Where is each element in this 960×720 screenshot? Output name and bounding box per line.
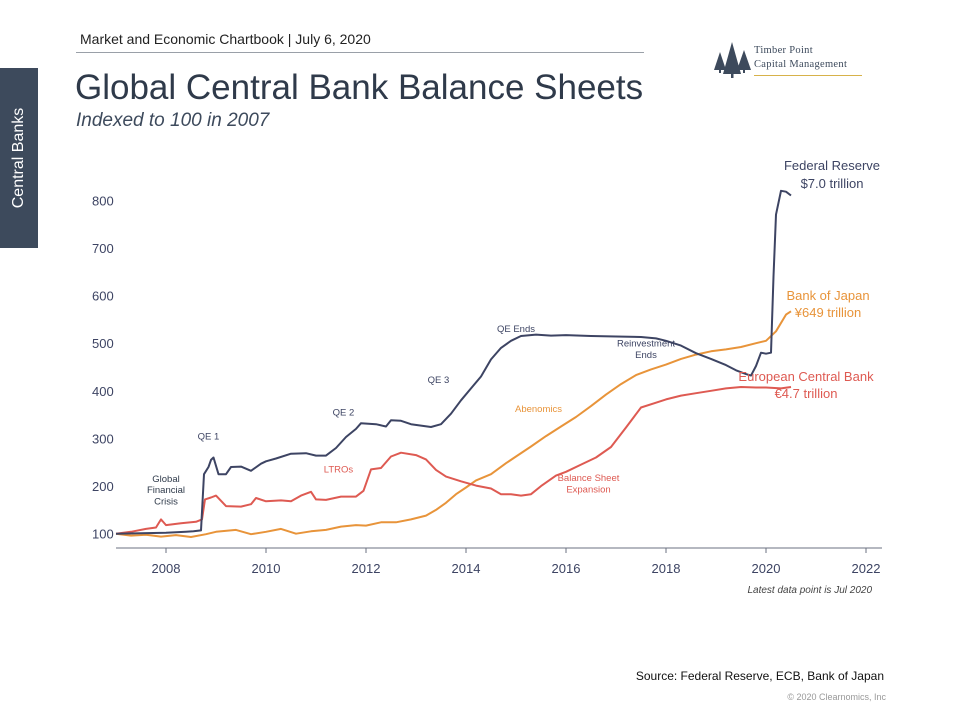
x-tick-label: 2020 [752, 561, 781, 576]
company-logo: Timber Point Capital Management [712, 40, 862, 80]
y-tick-label: 100 [92, 527, 114, 542]
chartbook-header: Market and Economic Chartbook | July 6, … [80, 31, 371, 47]
logo-text: Timber Point Capital Management [754, 44, 864, 72]
header-divider [76, 52, 644, 53]
logo-line-1: Timber Point [754, 45, 813, 56]
series-line-ecb [115, 386, 792, 535]
side-tab: Central Banks [0, 68, 38, 248]
balance-sheet-chart: 100 200 300 400 500 600 700 800 2008 2010 2012 2014… [92, 158, 882, 596]
chart-annotation: Balance Sheet [558, 473, 620, 484]
y-tick-label: 500 [92, 336, 114, 351]
logo-underline [754, 75, 862, 76]
page-title: Global Central Bank Balance Sheets [75, 68, 644, 107]
series-line-boj [115, 310, 792, 538]
copyright-note: © 2020 Clearnomics, Inc [787, 692, 886, 702]
x-tick-label: 2014 [452, 561, 481, 576]
chart-annotation: QE 3 [428, 375, 450, 386]
chart-annotation: Ends [635, 350, 657, 361]
series-value-boj: ¥649 trillion [794, 305, 862, 320]
x-tick-label: 2018 [652, 561, 681, 576]
y-tick-label: 800 [92, 193, 114, 208]
source-note: Source: Federal Reserve, ECB, Bank of Ja… [635, 669, 884, 683]
series-value-ecb: €4.7 trillion [775, 386, 838, 401]
chart-annotation: Financial [147, 485, 185, 496]
logo-line-2: Capital Management [754, 59, 848, 70]
chart-annotation: QE 2 [333, 408, 355, 419]
x-tick-label: 2010 [252, 561, 281, 576]
x-tick-label: 2012 [352, 561, 381, 576]
chart-annotation: Global [152, 474, 179, 485]
y-tick-label: 400 [92, 384, 114, 399]
chart-annotation: Reinvestment [617, 339, 675, 350]
series-label-boj: Bank of Japan [786, 288, 869, 303]
series-line-fed [115, 189, 792, 535]
chart-annotation: Crisis [154, 497, 178, 508]
chart-annotation: QE 1 [198, 431, 220, 442]
chart-annotation: Expansion [566, 484, 610, 495]
series-label-fed: Federal Reserve [784, 158, 880, 173]
y-tick-label: 600 [92, 289, 114, 304]
chart-note: Latest data point is Jul 2020 [747, 585, 872, 596]
chart-annotation: Abenomics [515, 404, 562, 415]
chart-annotation: LTROs [324, 464, 354, 475]
y-tick-label: 700 [92, 241, 114, 256]
x-tick-label: 2022 [852, 561, 881, 576]
series-label-ecb: European Central Bank [738, 369, 874, 384]
y-tick-label: 200 [92, 479, 114, 494]
chart-annotation: QE Ends [497, 324, 535, 335]
x-tick-label: 2008 [152, 561, 181, 576]
y-tick-label: 300 [92, 431, 114, 446]
series-value-fed: $7.0 trillion [801, 176, 864, 191]
pine-trees-icon [714, 42, 751, 78]
x-tick-label: 2016 [552, 561, 581, 576]
page-subtitle: Indexed to 100 in 2007 [76, 110, 270, 131]
